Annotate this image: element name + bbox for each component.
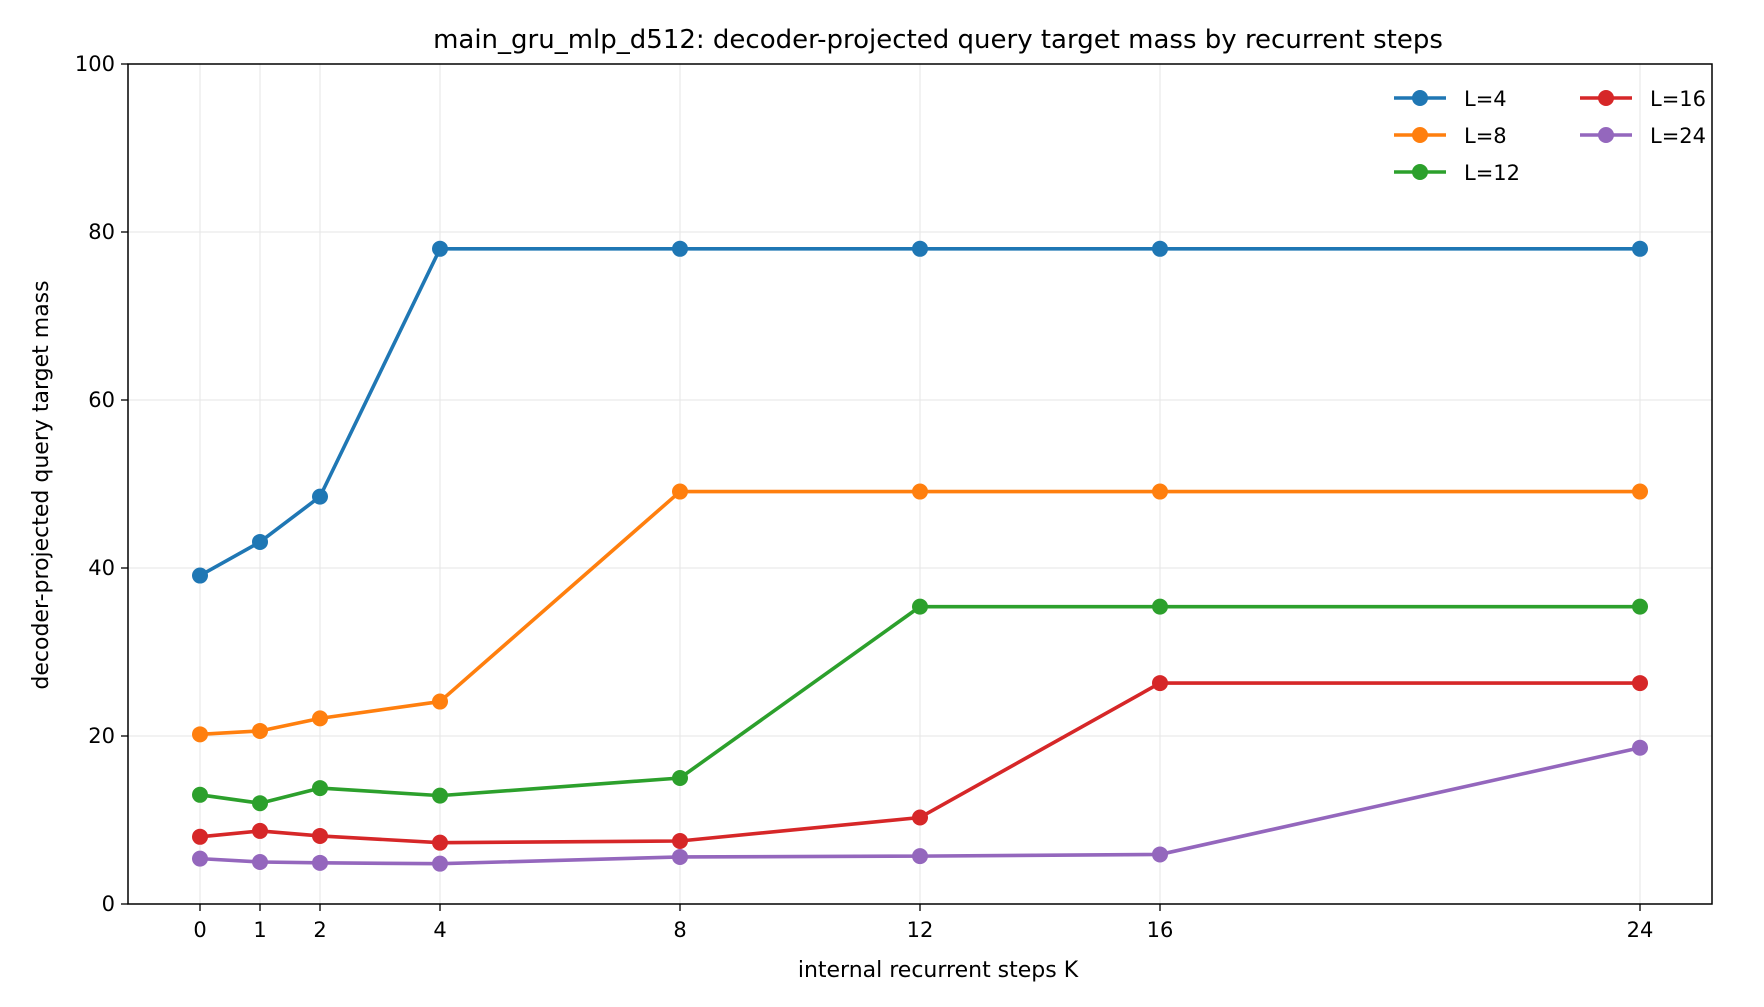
data-point [1632,675,1648,692]
legend-marker [1598,90,1614,106]
data-point [432,787,448,804]
series-line [198,681,1642,845]
data-point [252,533,268,550]
data-point [192,850,208,867]
y-tick-label: 100 [75,52,115,76]
legend-entry: L=4 [1394,87,1507,111]
legend-entry: L=12 [1394,161,1520,185]
x-tick-label: 8 [673,918,686,942]
data-point [672,770,688,786]
data-point [912,240,928,257]
series-layer [192,240,1648,872]
data-point [912,598,928,615]
series-line [198,745,1642,866]
data-point [312,854,328,871]
x-tick-label: 24 [1627,918,1654,942]
legend: L=4 L=8 L=12 L=16 L=24 [1394,87,1706,185]
legend-marker [1412,90,1428,106]
x-tick-label: 16 [1147,918,1174,942]
legend-entry: L=24 [1580,124,1706,148]
data-point [1152,240,1168,257]
y-axis-title: decoder-projected query target mass [29,280,54,689]
x-axis-title: internal recurrent steps K [798,958,1079,983]
series-l16 [192,675,1648,851]
data-point [912,809,928,826]
data-point [1632,483,1648,500]
legend-label: L=8 [1464,124,1507,148]
y-tick-label: 20 [88,724,115,748]
data-point [1152,598,1168,615]
x-tick-label: 0 [193,918,206,942]
data-point [312,488,328,505]
series-line [198,247,1642,578]
x-tick-label: 4 [433,918,446,942]
data-point [252,722,268,739]
x-tick-label: 12 [907,918,934,942]
data-point [192,567,208,584]
y-tick-label: 40 [88,556,115,580]
data-point [1152,483,1168,500]
data-point [252,854,268,870]
y-tick-label: 60 [88,388,115,412]
data-point [192,726,208,743]
legend-entry: L=8 [1394,124,1507,148]
legend-label: L=16 [1650,87,1706,111]
data-point [252,795,268,812]
series-l4 [192,240,1648,584]
legend-label: L=12 [1464,161,1520,185]
data-point [912,483,928,500]
y-tick-label: 80 [88,220,115,244]
data-point [672,833,688,849]
x-axis: 0 1 2 4 8 12 16 24 [193,904,1653,942]
data-point [672,240,688,257]
x-tick-label: 1 [253,918,266,942]
series-l24 [192,739,1648,872]
series-line [198,604,1642,806]
data-point [192,828,208,845]
x-tick-label: 2 [313,918,326,942]
data-point [312,780,328,797]
data-point [912,848,928,865]
data-point [432,240,448,257]
chart-title: main_gru_mlp_d512: decoder-projected que… [433,25,1443,55]
series-l8 [192,483,1648,743]
series-line [198,489,1642,737]
data-point [312,827,328,844]
legend-label: L=24 [1650,124,1706,148]
data-point [1632,598,1648,615]
data-point [432,855,448,872]
series-l12 [192,598,1648,812]
data-point [672,848,688,865]
legend-marker [1598,127,1614,143]
data-point [192,786,208,803]
y-tick-label: 0 [102,892,115,916]
data-point [1152,675,1168,692]
data-point [1632,240,1648,257]
data-point [672,483,688,500]
data-point [1152,846,1168,863]
data-point [1632,739,1648,756]
data-point [432,693,448,710]
legend-entry: L=16 [1580,87,1706,111]
data-point [252,822,268,839]
y-axis: 0 20 40 60 80 100 [75,52,128,916]
data-point [432,834,448,851]
legend-marker [1412,164,1428,180]
data-point [312,710,328,727]
legend-marker [1412,127,1428,143]
legend-label: L=4 [1464,87,1507,111]
